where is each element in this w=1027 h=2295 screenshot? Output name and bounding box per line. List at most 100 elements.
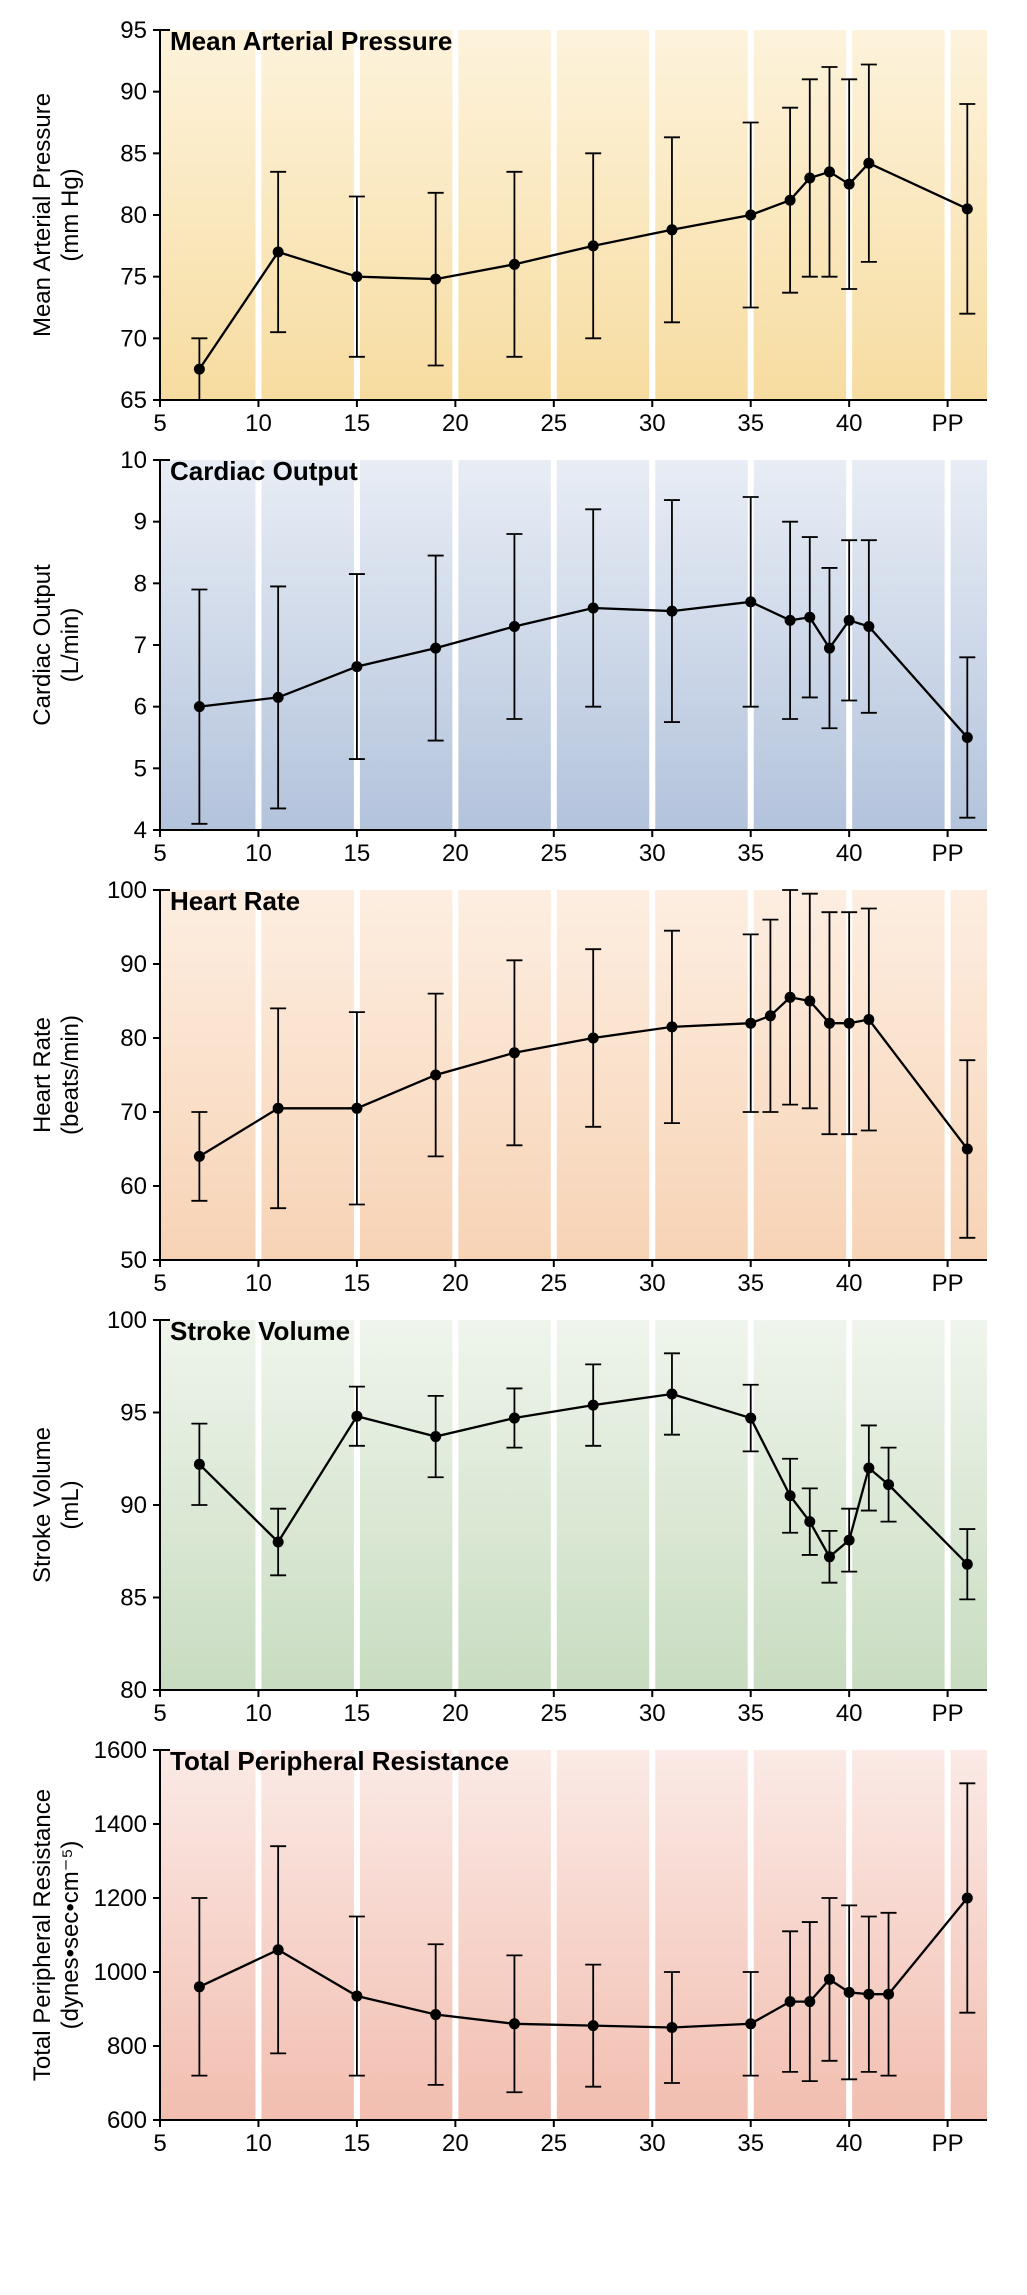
hemodynamics-figure: 65707580859095510152025303540PPMean Arte…	[20, 20, 1007, 2160]
ytick-label: 8	[134, 570, 147, 597]
ytick-label: 1200	[94, 1885, 147, 1912]
data-point	[824, 1018, 835, 1029]
data-point	[844, 1018, 855, 1029]
data-point	[883, 1479, 894, 1490]
data-point	[194, 1459, 205, 1470]
ytick-label: 1400	[94, 1811, 147, 1838]
data-point	[824, 166, 835, 177]
chart-co: 45678910510152025303540PPCardiac OutputC…	[20, 450, 1007, 870]
data-point	[666, 1021, 677, 1032]
ytick-label: 65	[120, 387, 147, 414]
data-point	[588, 2020, 599, 2031]
data-point	[666, 2022, 677, 2033]
ytick-label: 85	[120, 1585, 147, 1612]
xtick-label: 10	[245, 840, 272, 867]
xtick-label-pp: PP	[932, 1270, 964, 1297]
data-point	[824, 1974, 835, 1985]
ytick-label: 100	[107, 880, 147, 904]
ytick-label: 1600	[94, 1740, 147, 1764]
ytick-label: 80	[120, 202, 147, 229]
data-point	[962, 203, 973, 214]
xtick-label: 15	[344, 410, 371, 437]
ytick-label: 75	[120, 264, 147, 291]
data-point	[785, 615, 796, 626]
data-point	[430, 643, 441, 654]
data-point	[509, 621, 520, 632]
data-point	[804, 1516, 815, 1527]
xtick-label: 25	[540, 410, 567, 437]
data-point	[745, 596, 756, 607]
data-point	[962, 732, 973, 743]
data-point	[785, 195, 796, 206]
data-point	[883, 1989, 894, 2000]
panel-title: Heart Rate	[170, 886, 300, 916]
data-point	[273, 1103, 284, 1114]
data-point	[844, 1987, 855, 1998]
data-point	[785, 992, 796, 1003]
data-point	[430, 1070, 441, 1081]
xtick-label: 35	[737, 1700, 764, 1727]
data-point	[863, 1014, 874, 1025]
data-point	[194, 701, 205, 712]
xtick-label: 30	[639, 1700, 666, 1727]
panel-map: 65707580859095510152025303540PPMean Arte…	[20, 20, 1007, 440]
data-point	[745, 1018, 756, 1029]
data-point	[351, 1411, 362, 1422]
data-point	[194, 1981, 205, 1992]
y-axis-label: Total Peripheral Resistance(dynes•sec•cm…	[29, 1789, 84, 2081]
ytick-label: 70	[120, 325, 147, 352]
data-point	[430, 1431, 441, 1442]
ytick-label: 50	[120, 1247, 147, 1274]
data-point	[863, 621, 874, 632]
data-point	[844, 1535, 855, 1546]
ytick-label: 100	[107, 1310, 147, 1334]
data-point	[666, 606, 677, 617]
data-point	[666, 1389, 677, 1400]
data-point	[351, 1991, 362, 2002]
panel-title: Total Peripheral Resistance	[170, 1746, 509, 1776]
chart-map: 65707580859095510152025303540PPMean Arte…	[20, 20, 1007, 440]
ytick-label: 10	[120, 450, 147, 474]
data-point	[509, 1047, 520, 1058]
data-point	[588, 1033, 599, 1044]
ytick-label: 80	[120, 1025, 147, 1052]
panel-title: Cardiac Output	[170, 456, 358, 486]
data-point	[194, 364, 205, 375]
xtick-label: 10	[245, 1700, 272, 1727]
data-point	[745, 210, 756, 221]
data-point	[863, 158, 874, 169]
data-point	[804, 996, 815, 1007]
data-point	[745, 1413, 756, 1424]
data-point	[509, 259, 520, 270]
xtick-label: 15	[344, 1270, 371, 1297]
xtick-label-pp: PP	[932, 1700, 964, 1727]
data-point	[273, 692, 284, 703]
data-point	[509, 2018, 520, 2029]
data-point	[863, 1463, 874, 1474]
xtick-label: 5	[153, 2130, 166, 2157]
data-point	[962, 1144, 973, 1155]
xtick-label: 15	[344, 2130, 371, 2157]
xtick-label: 40	[836, 1270, 863, 1297]
ytick-label: 95	[120, 1400, 147, 1427]
xtick-label: 5	[153, 1270, 166, 1297]
ytick-label: 800	[107, 2033, 147, 2060]
panel-title: Stroke Volume	[170, 1316, 350, 1346]
data-point	[785, 1996, 796, 2007]
data-point	[273, 247, 284, 258]
ytick-label: 95	[120, 20, 147, 44]
xtick-label: 35	[737, 840, 764, 867]
xtick-label: 10	[245, 2130, 272, 2157]
data-point	[666, 224, 677, 235]
xtick-label: 35	[737, 2130, 764, 2157]
xtick-label: 25	[540, 1270, 567, 1297]
xtick-label: 20	[442, 410, 469, 437]
data-point	[273, 1944, 284, 1955]
xtick-label: 20	[442, 1700, 469, 1727]
panel-title: Mean Arterial Pressure	[170, 26, 452, 56]
xtick-label: 25	[540, 2130, 567, 2157]
xtick-label-pp: PP	[932, 840, 964, 867]
xtick-label-pp: PP	[932, 410, 964, 437]
ytick-label: 70	[120, 1099, 147, 1126]
data-point	[351, 271, 362, 282]
